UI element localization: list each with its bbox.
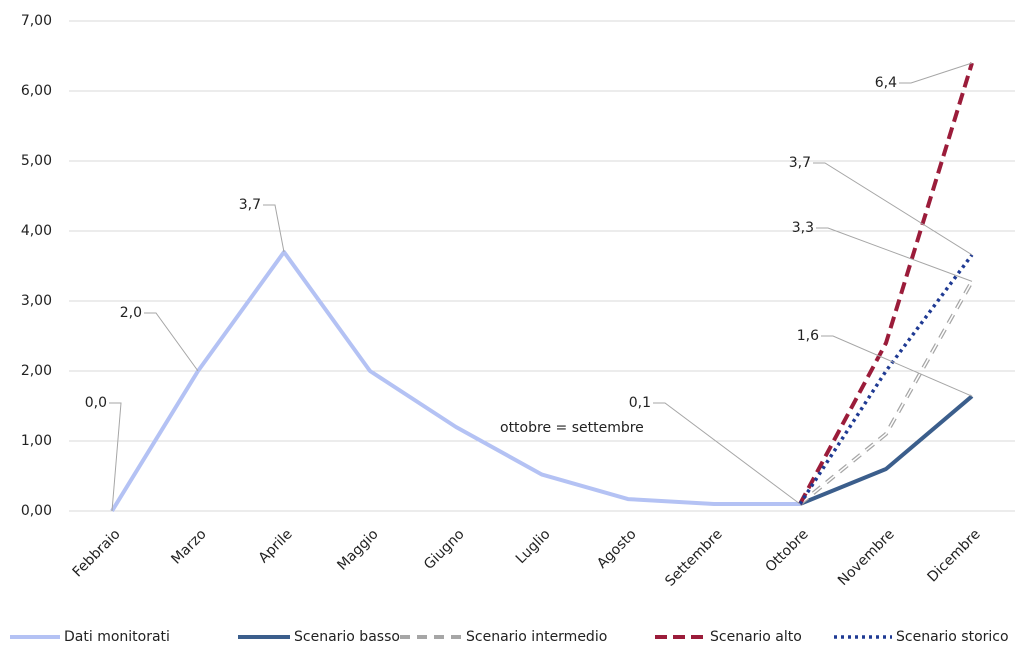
data-label: 6,4 [875,75,897,91]
data-label: 0,1 [629,395,651,411]
leader-line [813,162,973,256]
leader-line [653,402,801,505]
y-tick-label: 6,00 [21,83,52,99]
leader-line [109,402,122,512]
x-tick-label: Agosto [594,526,640,572]
legend-label: Scenario alto [710,629,802,645]
x-tick-label: Ottobre [763,526,812,575]
series-line [798,253,974,505]
x-tick-label: Aprile [256,526,296,566]
x-tick-label: Settembre [662,526,725,589]
x-tick-label: Luglio [513,526,554,567]
series-line-inner [799,281,973,505]
legend-label: Scenario storico [896,629,1009,645]
x-tick-label: Febbraio [70,526,124,580]
data-label: 3,3 [792,220,814,236]
leader-line [899,62,973,84]
data-label: 3,7 [789,155,811,171]
series-line [798,62,974,505]
legend-label: Scenario intermedio [466,629,607,645]
data-label: 2,0 [120,305,142,321]
series-line [799,394,974,506]
leader-line [821,335,973,397]
x-tick-label: Giugno [421,526,468,573]
y-tick-label: 7,00 [21,13,52,29]
legend-label: Dati monitorati [64,629,170,645]
legend-label: Scenario basso [294,629,400,645]
y-tick-label: 0,00 [21,503,52,519]
x-tick-label: Dicembre [925,526,984,585]
x-tick-label: Maggio [334,526,381,573]
leader-line [263,204,285,253]
y-tick-label: 3,00 [21,293,52,309]
annotation: ottobre = settembre [500,420,644,436]
y-tick-label: 2,00 [21,363,52,379]
y-tick-label: 5,00 [21,153,52,169]
x-tick-label: Novembre [835,526,898,589]
series-line [110,250,800,513]
leader-line [816,227,973,282]
leader-line [144,312,199,372]
y-tick-label: 1,00 [21,433,52,449]
y-tick-label: 4,00 [21,223,52,239]
data-label: 1,6 [797,328,819,344]
x-tick-label: Marzo [168,526,209,567]
data-label: 0,0 [85,395,107,411]
data-label: 3,7 [239,197,261,213]
